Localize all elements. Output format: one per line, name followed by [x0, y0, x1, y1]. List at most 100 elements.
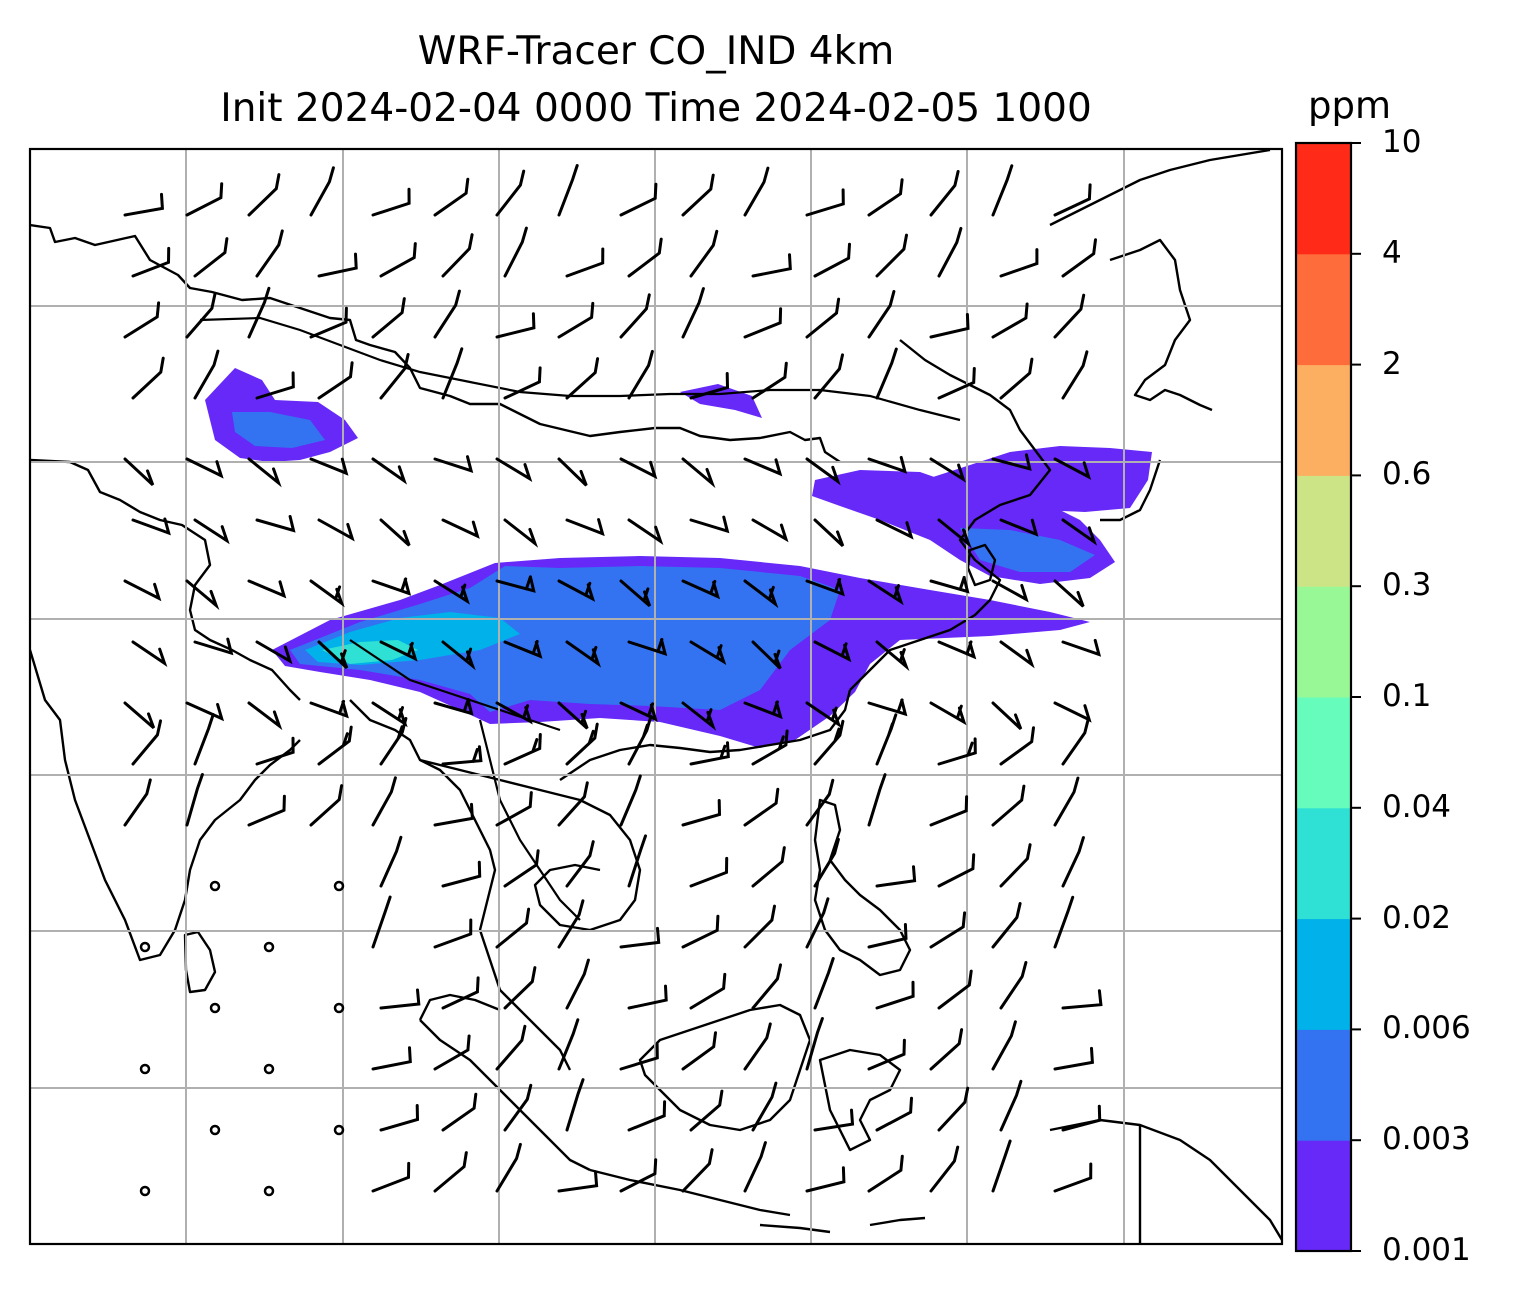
- wind-barb: [131, 517, 171, 536]
- wind-barb: [433, 802, 474, 827]
- wind-barb: [875, 713, 898, 766]
- wind-barb: [627, 637, 668, 656]
- calm-marker: [139, 1185, 151, 1197]
- wind-barb: [937, 226, 963, 278]
- wind-barb: [1053, 701, 1092, 723]
- colorbar-segment: [1296, 364, 1351, 476]
- wind-barb: [929, 1028, 964, 1071]
- wind-barb: [689, 640, 727, 665]
- wind-barb: [627, 237, 663, 278]
- wind-barb: [433, 1151, 468, 1193]
- wind-barb: [991, 579, 1029, 603]
- wind-barb: [185, 579, 220, 611]
- wind-barb: [929, 1145, 960, 1193]
- wind-barb: [991, 902, 1022, 949]
- wind-barb: [1061, 518, 1098, 546]
- wind-barb: [309, 457, 349, 476]
- wind-barb: [433, 697, 474, 716]
- wind-barb: [371, 1046, 412, 1071]
- colorbar-segment: [1296, 807, 1351, 920]
- wind-barb: [681, 579, 721, 600]
- wind-barb: [309, 306, 348, 339]
- wind-barb: [627, 349, 654, 400]
- colorbar-tick-label: 0.3: [1382, 567, 1432, 604]
- wind-barb: [999, 726, 1035, 766]
- wind-barb: [123, 192, 164, 217]
- calm-marker: [263, 1063, 275, 1075]
- colorbar-unit-label: ppm: [1308, 84, 1392, 127]
- wind-barb: [619, 701, 658, 722]
- wind-barb: [681, 457, 716, 489]
- wind-barb: [743, 307, 783, 339]
- wind-barb: [371, 895, 392, 949]
- wind-barb: [689, 515, 730, 534]
- wind-barb: [193, 713, 215, 766]
- wind-barb: [1061, 638, 1102, 657]
- wind-barb: [751, 361, 788, 400]
- wind-barb: [937, 737, 977, 766]
- wind-barb: [193, 518, 230, 545]
- wind-barb: [743, 1141, 767, 1193]
- wind-barb: [247, 173, 281, 217]
- wind-barb: [743, 1022, 772, 1071]
- wind-barb: [503, 226, 528, 278]
- wind-barb: [875, 518, 914, 540]
- wind-barb: [867, 923, 908, 949]
- wind-barb: [867, 579, 904, 606]
- wind-barb: [1053, 895, 1075, 949]
- colorbar-segment: [1296, 1029, 1351, 1141]
- wind-barb: [1061, 1104, 1102, 1132]
- wind-barb: [751, 1081, 778, 1132]
- wind-barb: [371, 776, 397, 827]
- wind-barb: [619, 1042, 659, 1071]
- wind-barb: [379, 242, 417, 278]
- plume-north-west-core: [232, 412, 325, 448]
- wind-barb: [867, 1038, 906, 1071]
- wind-barb: [689, 972, 727, 1010]
- wind-barb: [689, 741, 730, 766]
- calm-marker: [333, 880, 345, 892]
- wind-barb: [743, 904, 776, 949]
- wind-barb: [495, 791, 533, 827]
- wind-barb: [255, 371, 295, 400]
- wind-barb: [1053, 1162, 1093, 1193]
- wind-barb: [441, 518, 480, 539]
- concentration-field: [205, 368, 1152, 748]
- wind-barb: [433, 579, 470, 605]
- map-frame: [28, 147, 1284, 1246]
- wind-barb: [441, 1092, 478, 1132]
- wind-barb: [193, 637, 234, 656]
- wind-barb: [999, 640, 1035, 669]
- wind-barb: [689, 856, 729, 888]
- wind-barb: [495, 312, 536, 339]
- wind-barb: [433, 455, 474, 473]
- wind-barb: [131, 640, 168, 667]
- wind-barb: [371, 701, 408, 728]
- wind-barb: [255, 640, 293, 665]
- wind-barb: [937, 518, 972, 549]
- wind-barb: [185, 701, 225, 722]
- wind-barb: [131, 719, 162, 766]
- wind-barb: [1053, 293, 1086, 339]
- wind-barb: [627, 984, 668, 1010]
- wind-barb: [433, 289, 461, 339]
- wind-barb: [619, 1158, 658, 1193]
- coastline-india: [30, 458, 301, 962]
- wind-barb: [379, 1104, 420, 1132]
- wind-barb: [681, 173, 715, 217]
- wind-barb: [379, 640, 418, 662]
- calm-marker: [263, 941, 275, 953]
- coastline-sumatra: [418, 993, 591, 1172]
- calm-marker: [139, 941, 151, 953]
- wind-barb: [379, 835, 403, 888]
- wind-barb: [937, 367, 976, 400]
- wind-barb: [999, 518, 1039, 537]
- wind-barb: [371, 297, 406, 339]
- coastline-sulawesi: [818, 1048, 902, 1152]
- wind-barb: [317, 252, 358, 278]
- wind-barb: [193, 237, 229, 278]
- wind-barb: [371, 457, 408, 485]
- wind-barb: [875, 1096, 913, 1132]
- wind-barb: [565, 1078, 585, 1132]
- wind-barb: [805, 897, 830, 949]
